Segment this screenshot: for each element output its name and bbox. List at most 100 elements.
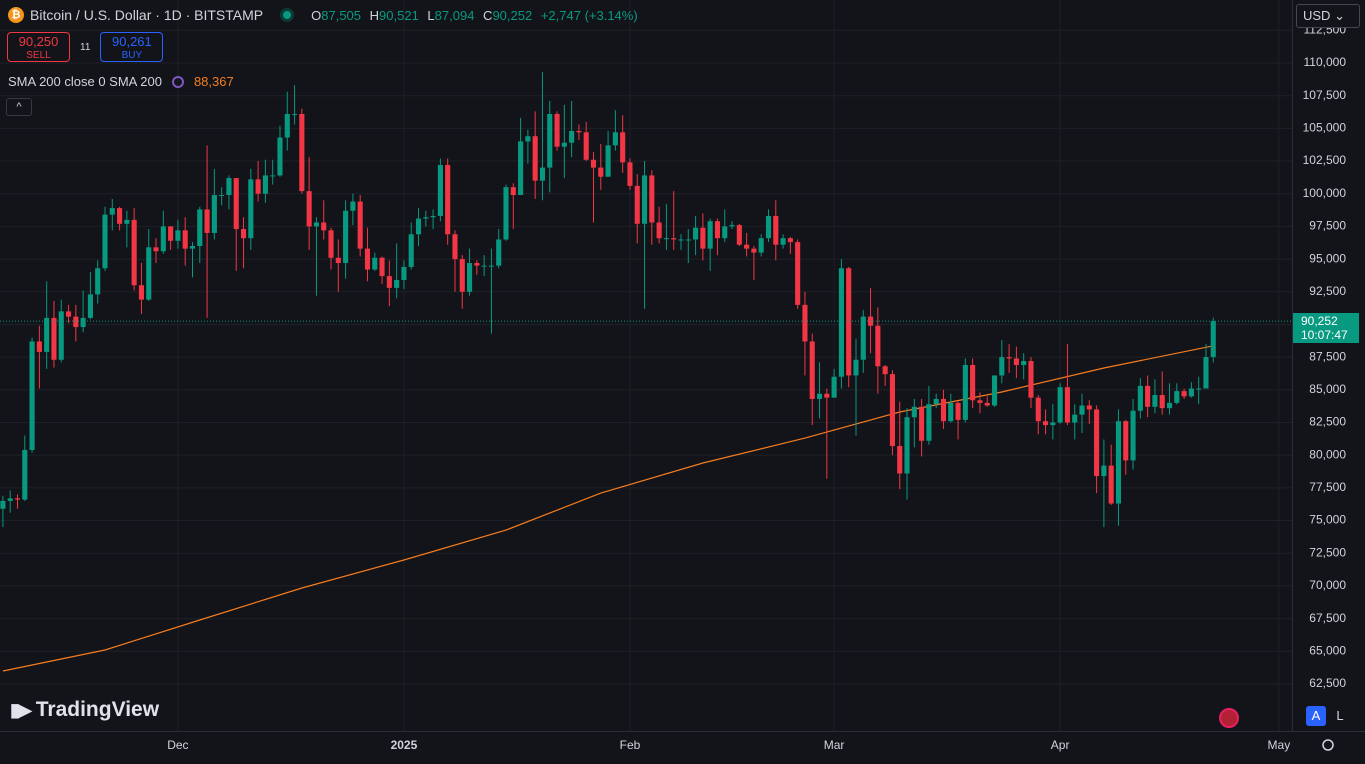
candle-body [525,136,531,142]
indicator-legend[interactable]: SMA 200 close 0 SMA 200 88,367 [8,74,234,89]
y-tick-label: 65,000 [1309,643,1346,657]
y-tick-label: 107,500 [1303,88,1347,102]
x-tick-label: Feb [620,738,641,752]
candle-body [401,266,407,281]
collapse-button[interactable]: ^ [6,98,32,116]
indicator-value: 88,367 [193,74,234,89]
candle-body [940,398,947,422]
candle-body [1115,421,1122,504]
currency-select[interactable]: USD ⌄ [1296,4,1360,28]
y-tick-label: 87,500 [1309,349,1346,363]
candle-body [503,187,509,240]
candle-body [904,417,910,474]
candle-body [1210,321,1216,358]
countdown: 10:07:47 [1301,328,1348,343]
candle-body [518,141,524,196]
candle-body [1028,361,1034,398]
candle-body [991,375,998,406]
candle-body [211,195,217,233]
candle-body [889,374,895,447]
candle-body [1203,357,1209,389]
x-tick-label: May [1268,738,1291,752]
candle-body [109,208,115,215]
candle-body [1159,395,1165,409]
candle-body [226,178,232,196]
last-price-tag: 90,252 10:07:47 [1293,313,1359,344]
indicator-name: SMA 200 close 0 SMA 200 [8,74,162,89]
candle-body [14,498,21,500]
candle-body [1050,422,1056,426]
candle-body [612,132,618,146]
candle-body [970,364,976,401]
candle-body [671,238,677,240]
sell-button[interactable]: 90,250 SELL [7,32,70,62]
candle-body [80,317,86,328]
candle-body [700,227,706,249]
candle-body [999,357,1005,376]
y-tick-label: 100,000 [1303,186,1347,200]
y-tick-label: 102,500 [1303,153,1347,167]
candle-body [598,167,604,177]
candle-body [481,265,487,267]
candle-body [233,178,239,230]
logo-text: TradingView [35,698,160,721]
candle-body [984,402,990,406]
sma-line [2,345,1214,672]
candle-body [678,239,684,241]
candle-body [87,294,93,318]
trade-panel: 90,250 SELL 11 90,261 BUY [7,32,164,62]
candle-body [102,214,108,269]
candle-body [306,191,312,227]
watermark[interactable]: ▮▶ TradingView [10,698,159,722]
ohlc-value: 90,521 [379,7,419,23]
candle-body [1079,405,1085,415]
log-scale-button[interactable]: L [1336,708,1344,723]
candle-body [1196,388,1202,390]
candle-body [364,248,371,270]
candle-body [153,247,159,252]
candle-body [270,175,276,177]
candle-body [1086,405,1092,410]
candle-body [146,247,152,300]
candle-body [219,195,225,197]
change: +2,747 (+3.14%) [540,7,638,23]
candle-body [809,341,815,399]
candle-body [350,201,356,211]
ohlc-value: 90,252 [492,7,533,23]
candle-body [437,164,443,216]
candle-body [729,225,735,227]
ohlc-label: O [311,7,322,23]
candle-body [707,221,713,249]
candle-body [44,317,50,352]
x-tick-label: Apr [1051,738,1070,752]
candle-body [408,234,414,267]
candle-body [423,217,429,219]
bitcoin-icon: ₿ [8,7,24,23]
candle-body [51,317,57,360]
sell-label: SELL [26,50,51,61]
candle-body [962,364,968,420]
candle-body [0,500,6,509]
spread: 11 [80,41,91,53]
y-tick-label: 75,000 [1309,513,1346,527]
y-tick-label: 95,000 [1309,251,1346,265]
buy-button[interactable]: 90,261 BUY [100,32,164,62]
candle-body [1043,421,1049,426]
auto-scale-button[interactable]: A [1306,706,1326,726]
candle-body [1035,397,1041,422]
market-status[interactable] [283,11,292,19]
candle-body [357,201,363,249]
candle-body [649,175,655,223]
candle-body [714,221,721,239]
candle-body [36,341,42,352]
candle-body [1072,414,1078,423]
candle-body [510,187,516,196]
ohlc-value: 87,505 [321,7,362,23]
candle-body [722,226,728,239]
logo-mark: ▮▶ [10,699,32,720]
candle-body [569,130,575,143]
candle-body [415,218,422,235]
candle-body [22,449,28,500]
symbol-title[interactable]: Bitcoin / U.S. Dollar · 1D · BITSTAMP [30,7,264,23]
